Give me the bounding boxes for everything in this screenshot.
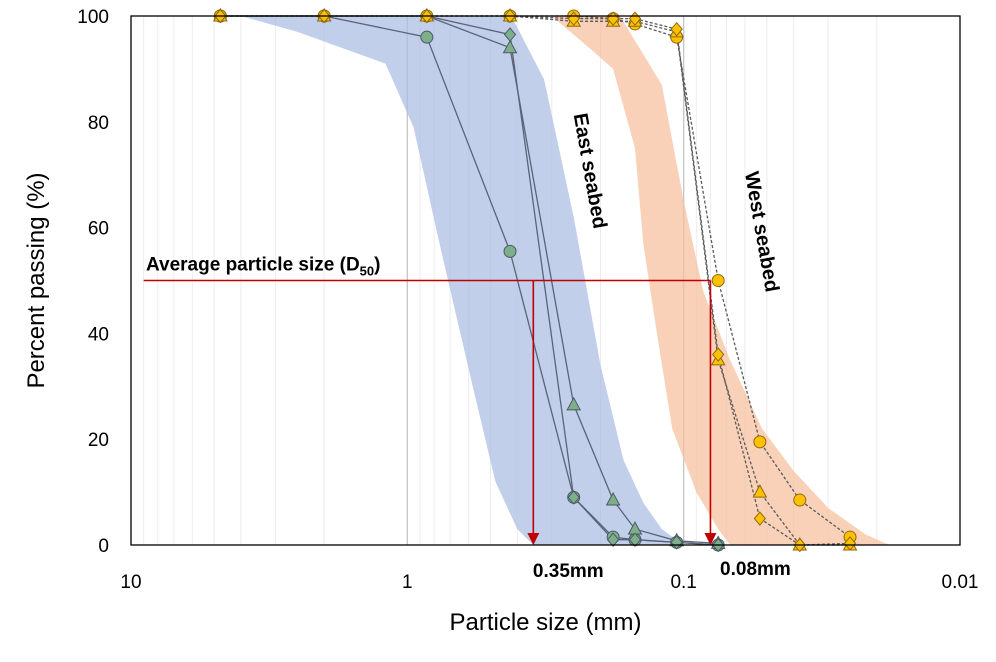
y-tick-label: 0: [98, 536, 109, 557]
west-diamond-point: [843, 536, 857, 551]
tick-labels: 0 20 40 60 80 100 10 1 0.1 0.01: [77, 7, 978, 593]
y-tick-label: 60: [88, 219, 109, 240]
x-tick-label: 1: [402, 572, 413, 593]
east-circle-point: [503, 244, 517, 258]
west-diamond-point: [712, 347, 725, 362]
east-diamond-point: [606, 532, 620, 547]
east-seabed-label: East seabed: [569, 112, 611, 231]
east-triangle-point: [502, 39, 518, 54]
d50-label: Average particle size (D50): [146, 255, 380, 279]
d50-label-main: Average particle size (D: [146, 255, 360, 276]
east-d50-value-label: 0.35mm: [533, 561, 604, 582]
west-d50-arrow-head: [704, 533, 717, 545]
x-axis-title: Particle size (mm): [449, 609, 641, 636]
x-tick-label: 0.1: [670, 572, 696, 593]
west-d50-value-label: 0.08mm: [720, 559, 791, 580]
west-triangle-point: [752, 484, 768, 498]
west-circle-point: [711, 274, 725, 287]
west-seabed-label: West seabed: [740, 170, 783, 294]
y-tick-label: 100: [77, 7, 109, 28]
west-circle-point: [753, 435, 767, 449]
d50-annotation: [143, 279, 717, 545]
east-circle-point: [420, 30, 434, 44]
west-circle-point: [793, 493, 807, 507]
east-triangle-point: [566, 396, 582, 411]
y-tick-label: 80: [88, 113, 109, 134]
y-tick-label: 20: [88, 430, 109, 451]
x-tick-label: 10: [120, 572, 141, 593]
y-axis-title: Percent passing (%): [23, 172, 50, 388]
east-triangle-point: [605, 491, 621, 506]
west-diamond-series-line: [220, 15, 851, 546]
plot-frame: [130, 15, 961, 546]
y-tick-label: 40: [88, 324, 109, 345]
east-diamond-point: [567, 490, 580, 505]
east-diamond-point: [628, 532, 642, 547]
west-diamond-point: [670, 21, 683, 37]
east-diamond-point: [503, 27, 517, 42]
d50-label-close: ): [374, 255, 380, 276]
x-tick-label: 0.01: [942, 572, 979, 593]
east-d50-arrow-head: [527, 533, 540, 545]
d50-label-subscript: 50: [360, 264, 374, 279]
west-diamond-point: [753, 511, 767, 526]
